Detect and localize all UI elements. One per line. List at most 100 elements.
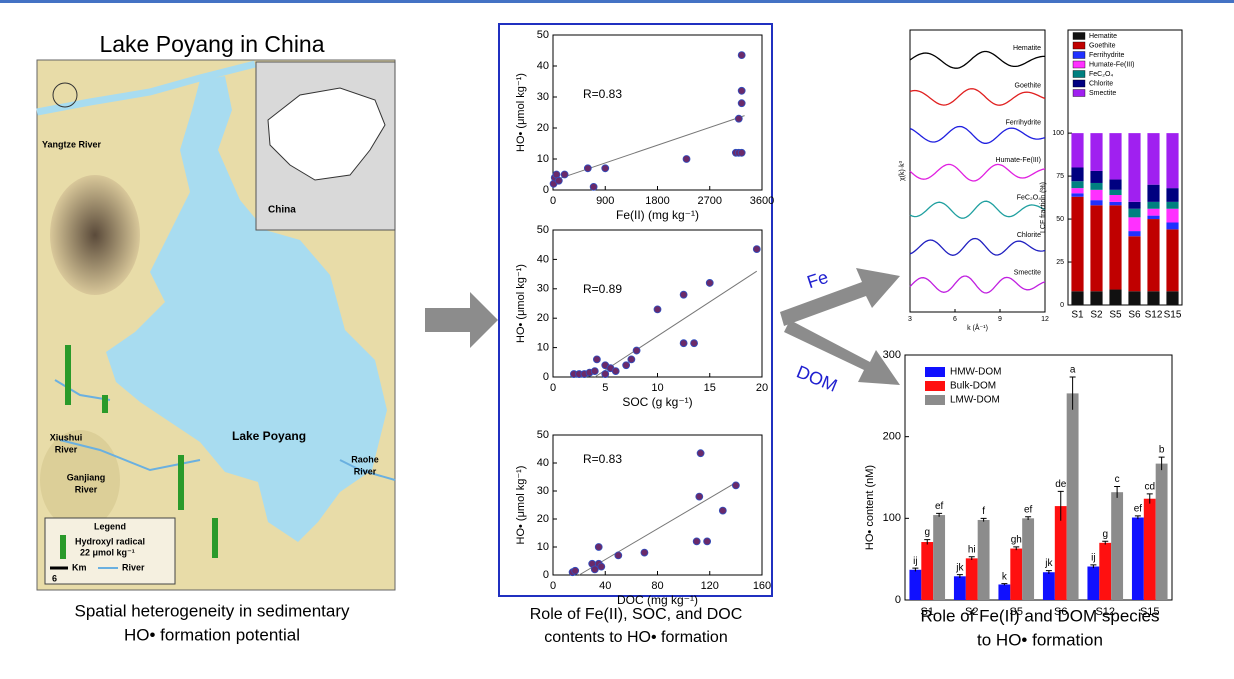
y-tick-label: 20 [537, 122, 549, 134]
legend-swatch [1072, 41, 1086, 50]
y-tick-label: 10 [537, 153, 549, 165]
significance-letter: g [1102, 529, 1108, 540]
bar-segment [1166, 222, 1179, 230]
x-tick-label: 12 [1041, 316, 1049, 323]
bar [1010, 548, 1023, 600]
x-tick-label: 15 [704, 382, 716, 394]
map-label: Yangtze River [42, 139, 102, 149]
x-tick-label: 2700 [698, 195, 722, 207]
x-tick-label: 9 [998, 316, 1002, 323]
x-tick-label: 120 [701, 580, 719, 592]
spectrum [909, 163, 1046, 182]
bar-segment [1147, 291, 1160, 305]
y-tick-label: 20 [537, 312, 549, 324]
map-label: Xiushui [50, 432, 83, 442]
map-label: China [268, 205, 296, 216]
significance-letter: ef [935, 501, 944, 512]
trend-line [578, 482, 737, 576]
significance-letter: k [1002, 571, 1008, 582]
bar-segment [1166, 291, 1179, 305]
caption: Role of Fe(II) and DOM species [920, 606, 1159, 625]
y-tick-label: 10 [537, 541, 549, 553]
point [718, 506, 727, 515]
bar-segment [1090, 205, 1103, 292]
legend-label: LMW-DOM [950, 395, 1000, 406]
x-tick-label: S5 [1109, 310, 1122, 321]
bar [1054, 506, 1067, 600]
legend-swatch [925, 367, 945, 377]
legend-label: Bulk-DOM [950, 381, 996, 392]
annotation: R=0.83 [583, 87, 622, 101]
point [611, 367, 620, 376]
error-bar [1025, 516, 1032, 520]
y-tick-label: 30 [537, 283, 549, 295]
x-tick-label: 160 [753, 580, 771, 592]
bar [1131, 517, 1144, 600]
point [705, 279, 714, 287]
legend-text: Hydroxyl radical [75, 536, 145, 546]
y-axis-title: HO• (μmol kg⁻¹) [515, 466, 527, 545]
point [640, 548, 649, 557]
legend-label: Humate-Fe(III) [1089, 61, 1135, 68]
point [594, 543, 603, 551]
error-bar [912, 567, 919, 572]
legend-swatch [1072, 51, 1086, 59]
plot-frame [552, 229, 763, 378]
significance-letter: jk [955, 562, 964, 573]
point [682, 155, 691, 163]
bar-segment [1109, 201, 1122, 206]
legend-swatch [925, 381, 945, 391]
map-label: River [354, 466, 377, 476]
bar-segment [1109, 195, 1122, 202]
x-tick-label: S12 [1095, 606, 1115, 618]
bar-segment [1109, 189, 1122, 195]
bar [921, 542, 934, 600]
bar [1087, 566, 1100, 600]
spectrum-label: Chlorite [1017, 232, 1041, 239]
bar-segment [1071, 196, 1084, 292]
bar-segment [1128, 291, 1141, 305]
point [622, 361, 631, 370]
bar-segment [1147, 133, 1160, 185]
site-marker [65, 345, 71, 405]
bar [1155, 463, 1168, 600]
x-tick-label: S2 [965, 606, 978, 618]
legend-label: Chlorite [1089, 80, 1113, 87]
point [690, 339, 698, 348]
legend-label: Goethite [1089, 42, 1116, 49]
site-marker [102, 395, 108, 413]
map-label: Ganjiang [67, 472, 106, 482]
bar [1066, 393, 1079, 600]
bar-segment [1166, 208, 1179, 223]
legend-text: River [122, 562, 145, 572]
caption: Spatial heterogeneity in sedimentary [75, 601, 350, 620]
significance-letter: ef [1134, 504, 1143, 515]
bar [1111, 492, 1124, 600]
legend-swatch [925, 395, 945, 405]
bar-segment [1128, 133, 1141, 202]
x-tick-label: 900 [596, 195, 614, 207]
bar-segment [1147, 219, 1160, 292]
legend-swatch [1072, 79, 1086, 88]
point [695, 492, 704, 501]
x-tick-label: 80 [651, 580, 663, 592]
point [737, 99, 746, 108]
bar-segment [1166, 133, 1179, 189]
x-axis-title: DOC (mg kg⁻¹) [617, 593, 698, 607]
y-axis-title: χ(k)·k³ [899, 160, 906, 181]
bar-segment [1071, 181, 1084, 189]
spectrum-label: Goethite [1015, 82, 1042, 89]
spectrum-label: Smectite [1014, 269, 1041, 276]
legend-text: 22 μmol kg⁻¹ [80, 547, 135, 557]
x-axis-title: SOC (g kg⁻¹) [622, 395, 692, 409]
bar-segment [1109, 179, 1122, 190]
error-bar [980, 517, 987, 522]
bar-segment [1090, 200, 1103, 206]
significance-letter: cd [1144, 481, 1155, 492]
y-tick-label: 10 [537, 342, 549, 354]
map-legend [44, 517, 176, 585]
error-bar [1158, 456, 1165, 471]
bar-segment [1128, 236, 1141, 292]
